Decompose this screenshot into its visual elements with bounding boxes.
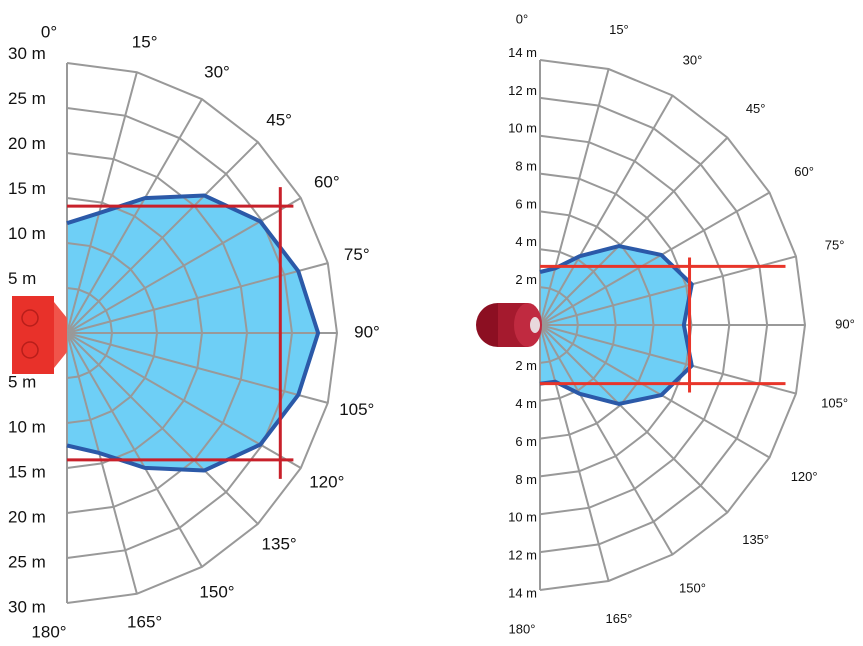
y-tick-label: 30 m — [8, 44, 46, 63]
angle-label: 120° — [309, 472, 344, 491]
angle-label: 0° — [516, 11, 528, 26]
angle-label: 150° — [679, 581, 706, 596]
angle-label: 90° — [835, 316, 855, 331]
angle-label: 15° — [609, 22, 629, 37]
y-tick-label: 10 m — [508, 121, 537, 136]
y-tick-label: 10 m — [8, 418, 46, 437]
angle-label: 165° — [605, 611, 632, 626]
angle-label: 60° — [794, 164, 814, 179]
angle-label: 135° — [262, 535, 297, 554]
y-tick-label: 2 m — [515, 358, 537, 373]
angle-label: 30° — [204, 63, 230, 82]
angle-label: 75° — [825, 237, 845, 252]
angle-label: 150° — [199, 582, 234, 601]
y-tick-label: 14 m — [508, 45, 537, 60]
y-tick-label: 20 m — [8, 508, 46, 527]
angle-label: 105° — [821, 395, 848, 410]
y-tick-label: 12 m — [508, 83, 537, 98]
y-tick-label: 5 m — [8, 269, 36, 288]
angle-label: 45° — [746, 101, 766, 116]
y-tick-label: 4 m — [515, 234, 537, 249]
angle-label: 180° — [31, 622, 66, 641]
angle-label: 60° — [314, 172, 340, 191]
angle-label: 0° — [41, 22, 57, 41]
y-tick-label: 15 m — [8, 179, 46, 198]
y-tick-label: 30 m — [8, 598, 46, 617]
y-tick-label: 10 m — [8, 224, 46, 243]
angle-label: 180° — [509, 621, 536, 636]
y-tick-label: 8 m — [515, 159, 537, 174]
angle-label: 105° — [339, 400, 374, 419]
y-tick-label: 5 m — [8, 373, 36, 392]
y-tick-label: 6 m — [515, 434, 537, 449]
y-tick-label: 4 m — [515, 396, 537, 411]
sounder-left — [12, 296, 67, 374]
angle-label: 135° — [742, 532, 769, 547]
angle-label: 75° — [344, 245, 370, 264]
y-tick-label: 8 m — [515, 472, 537, 487]
y-tick-label: 14 m — [508, 585, 537, 600]
y-tick-label: 10 m — [508, 510, 537, 525]
y-tick-label: 20 m — [8, 134, 46, 153]
y-tick-label: 6 m — [515, 196, 537, 211]
chart: 5 m 5 m 10 m 10 m 15 m 15 m 20 m 20 m 25 m 25 m 30… — [0, 0, 863, 646]
angle-label: 120° — [791, 469, 818, 484]
y-tick-label: 25 m — [8, 89, 46, 108]
angle-label: 90° — [354, 322, 380, 341]
y-tick-label: 15 m — [8, 463, 46, 482]
y-tick-label: 25 m — [8, 553, 46, 572]
angle-label: 15° — [132, 33, 158, 52]
sounder-right — [476, 303, 542, 347]
angle-label: 45° — [266, 110, 292, 129]
y-tick-label: 12 m — [508, 547, 537, 562]
angle-label: 30° — [683, 52, 703, 67]
y-tick-label: 2 m — [515, 272, 537, 287]
angle-label: 165° — [127, 612, 162, 631]
